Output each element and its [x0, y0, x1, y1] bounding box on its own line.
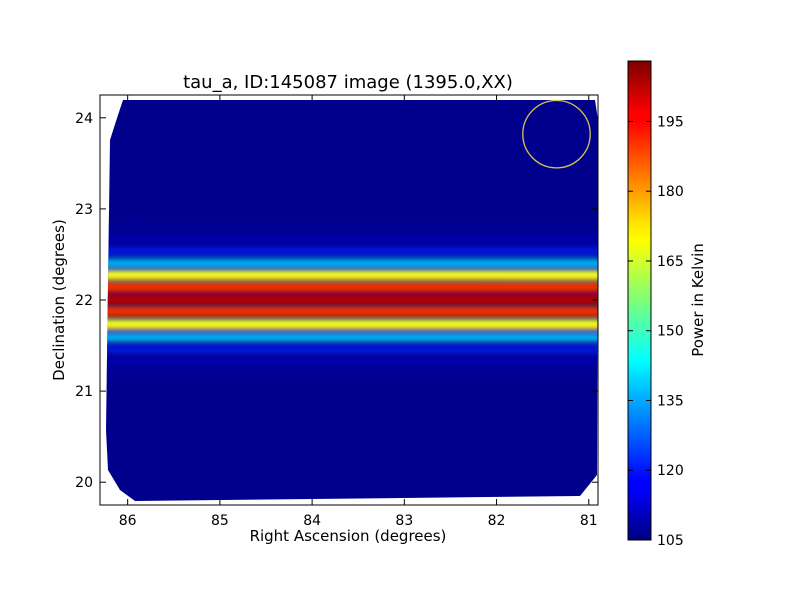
y-tick-label: 23	[75, 202, 93, 218]
x-tick-label: 86	[119, 513, 137, 529]
y-tick-label: 24	[75, 111, 93, 127]
colorbar-tick-label: 150	[657, 324, 684, 340]
colorbar-tick-label: 105	[657, 533, 684, 549]
source-2-fringe	[106, 221, 598, 228]
colorbar-tick-label: 165	[657, 254, 684, 270]
source-2-fringe	[106, 233, 598, 240]
source-1-fringe	[106, 237, 598, 244]
y-tick-label: 21	[75, 384, 93, 400]
heatmap-image	[106, 100, 598, 501]
source-1-fringe	[106, 249, 598, 256]
source-1-fringe	[106, 347, 598, 355]
colorbar-tick-label: 180	[657, 184, 684, 200]
source-1-fringe	[106, 360, 598, 367]
colorbar-tick-label: 120	[657, 463, 684, 479]
x-axis-ticks: 86 85 84 83 82 81	[119, 95, 598, 529]
source-2-fringe-core	[106, 271, 598, 276]
x-tick-label: 84	[303, 513, 321, 529]
x-axis-label: Right Ascension (degrees)	[250, 527, 447, 545]
colorbar: 105 120 135 150 165 180 195 Power in Kelvin	[627, 60, 707, 549]
y-tick-label: 22	[75, 293, 93, 309]
source-2-fringe-core	[106, 283, 598, 288]
colorbar-label: Power in Kelvin	[689, 243, 707, 357]
x-tick-label: 81	[580, 513, 598, 529]
source-1-fringe-core	[106, 275, 598, 280]
colorbar-tick-label: 195	[657, 114, 684, 130]
source-2-fringe	[106, 344, 598, 351]
source-1-fringe	[106, 335, 598, 343]
source-2-fringe	[106, 368, 598, 376]
x-tick-label: 85	[211, 513, 229, 529]
source-2-fringe-core	[106, 308, 598, 313]
source-2-fringe	[106, 331, 598, 339]
source-1-fringe-core	[106, 299, 598, 304]
colorbar-tick-label: 135	[657, 393, 684, 409]
source-1-fringe-core	[106, 324, 598, 329]
source-1-fringe-core	[106, 287, 598, 292]
source-1-fringe	[106, 224, 598, 232]
colorbar-gradient	[627, 60, 652, 541]
colorbar-ticks: 105 120 135 150 165 180 195	[628, 114, 684, 549]
x-tick-label: 83	[395, 513, 413, 529]
source-1-fringe	[106, 372, 598, 379]
x-tick-label: 82	[488, 513, 506, 529]
y-axis-ticks: 20 21 22 23 24	[75, 111, 598, 491]
beam-marker	[522, 99, 591, 169]
fringe-layer	[106, 221, 598, 379]
source-1-fringe	[106, 261, 598, 269]
source-2-fringe	[106, 356, 598, 363]
y-tick-label: 20	[75, 475, 93, 491]
source-2-fringe	[106, 257, 598, 265]
y-axis-label: Declination (degrees)	[50, 219, 68, 381]
source-2-fringe	[106, 245, 598, 253]
source-1-fringe-core	[106, 312, 598, 317]
chart-title: tau_a, ID:145087 image (1395.0,XX)	[183, 72, 513, 93]
source-2-fringe-core	[106, 320, 598, 325]
source-2-fringe-core	[106, 296, 598, 301]
